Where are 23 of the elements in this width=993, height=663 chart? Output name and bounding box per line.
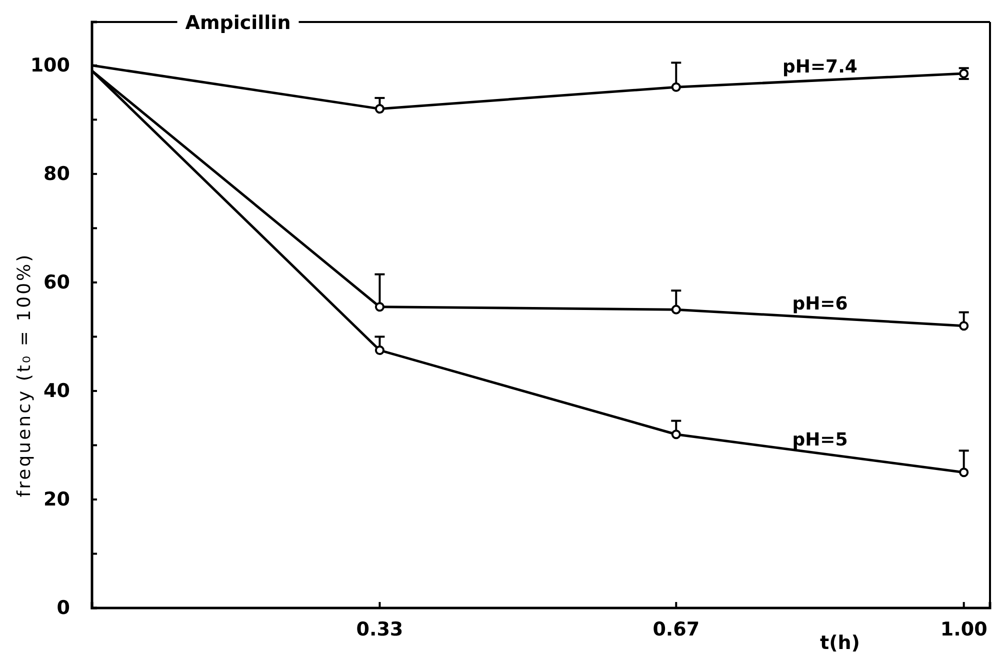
point bbox=[959, 468, 969, 478]
x-tick-label: 0.33 bbox=[356, 618, 404, 640]
x-tick-label: 1.00 bbox=[940, 618, 988, 640]
series-label: pH=5 bbox=[792, 429, 848, 450]
point bbox=[374, 302, 384, 312]
x-tick-label: 0.67 bbox=[652, 618, 700, 640]
point bbox=[671, 430, 681, 440]
series-label: pH=7.4 bbox=[782, 56, 858, 78]
point bbox=[671, 304, 681, 314]
chart-title: Ampicillin bbox=[185, 12, 291, 34]
y-axis-title: frequency (t₀ = 100%) bbox=[14, 252, 35, 498]
point bbox=[671, 82, 681, 92]
x-axis-title: t(h) bbox=[820, 632, 860, 654]
y-tick-label: 80 bbox=[44, 163, 70, 186]
series-label: pH=6 bbox=[792, 294, 848, 315]
y-tick-label: 60 bbox=[44, 272, 70, 294]
point bbox=[374, 345, 384, 356]
y-tick-label: 100 bbox=[30, 54, 70, 76]
y-tick-label: 20 bbox=[44, 488, 70, 511]
point bbox=[959, 321, 969, 331]
y-tick-label: 40 bbox=[44, 380, 70, 402]
y-tick-label: 0 bbox=[56, 597, 70, 620]
point bbox=[374, 104, 384, 114]
